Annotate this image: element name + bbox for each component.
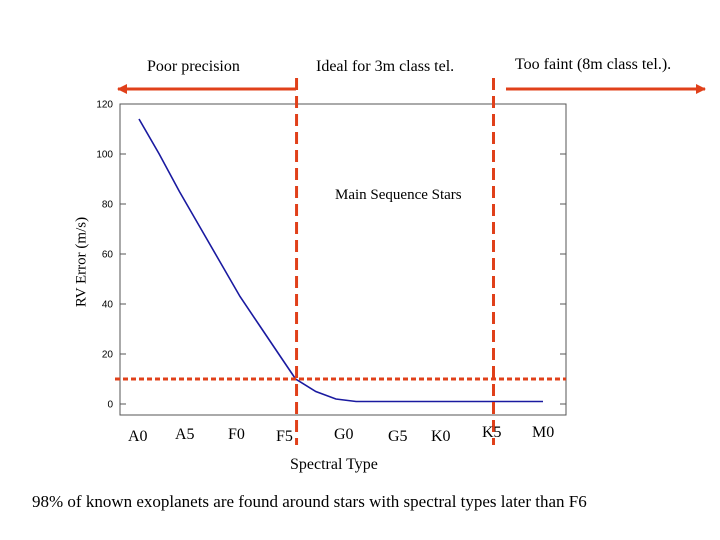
chart-annotation: Main Sequence Stars: [335, 187, 462, 203]
x-tick-label-g5: G5: [388, 428, 408, 445]
x-tick-label-a5: A5: [175, 426, 195, 443]
rv-error-curve: [138, 118, 543, 403]
x-tick-label-a0: A0: [128, 428, 148, 445]
ideal-label: Ideal for 3m class tel.: [316, 58, 455, 75]
y-axis-ticks: 0 20 40 60 80 100 120: [96, 100, 566, 411]
y-tick-label: 120: [96, 100, 113, 111]
poor-precision-label: Poor precision: [147, 58, 240, 75]
x-tick-label-m0: M0: [532, 424, 555, 441]
y-tick-label: 100: [96, 150, 113, 161]
y-tick-label: 0: [107, 400, 113, 411]
y-tick-label: 80: [102, 200, 114, 211]
y-axis-label: RV Error (m/s): [73, 216, 90, 308]
too-faint-label: Too faint (8m class tel.).: [515, 56, 672, 73]
y-tick-label: 20: [102, 350, 114, 361]
x-tick-label-f0: F0: [228, 426, 245, 443]
y-tick-label: 60: [102, 250, 114, 261]
x-axis-label: Spectral Type: [290, 456, 378, 473]
plot-frame: [119, 103, 567, 416]
x-tick-label-k5: K5: [482, 424, 502, 441]
x-tick-label-f5: F5: [276, 428, 293, 445]
footnote: 98% of known exoplanets are found around…: [32, 492, 587, 511]
y-tick-label: 40: [102, 300, 114, 311]
x-tick-label-k0: K0: [431, 428, 451, 445]
x-tick-label-g0: G0: [334, 426, 354, 443]
